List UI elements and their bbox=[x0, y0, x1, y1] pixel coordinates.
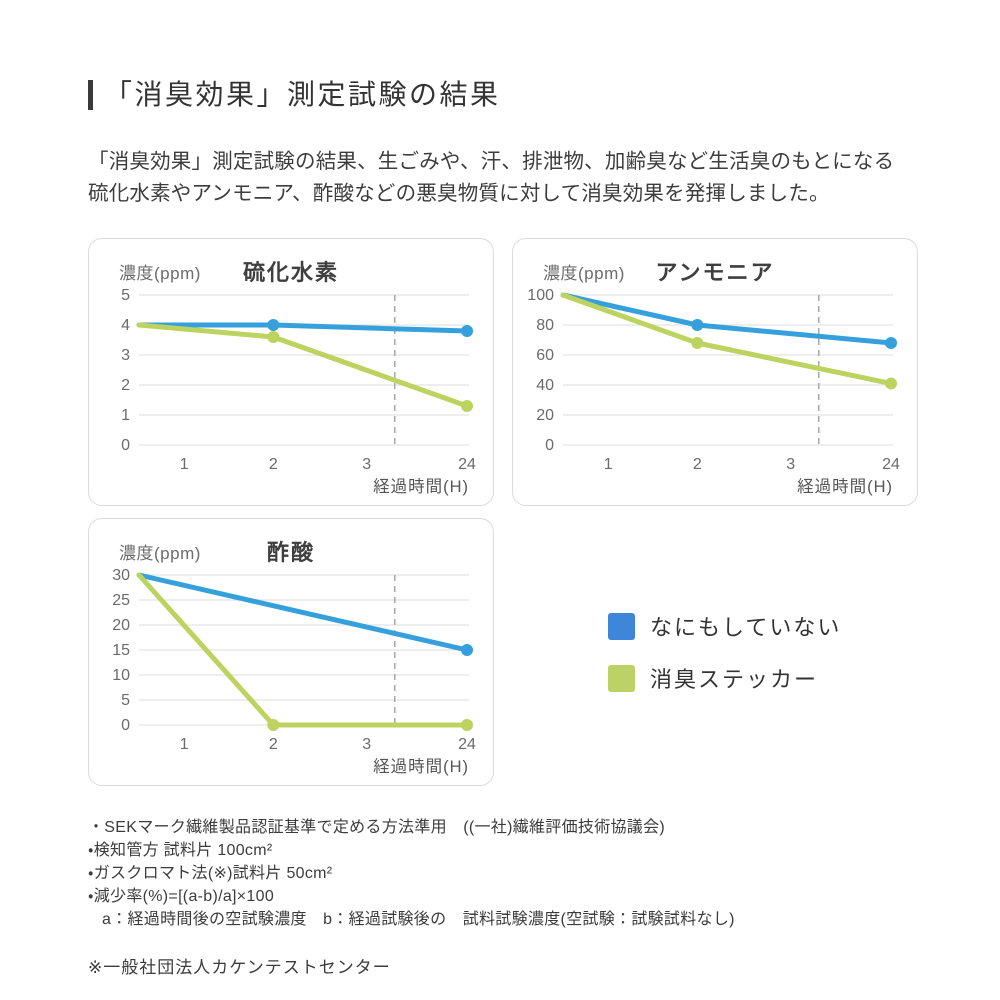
svg-text:20: 20 bbox=[536, 407, 554, 424]
legend-label-untreated: なにもしていない bbox=[650, 615, 842, 640]
line-chart-ammonia: 100 80 60 40 20 0 1 2 3 24 経過時間(H) bbox=[527, 287, 900, 496]
svg-text:24: 24 bbox=[458, 736, 476, 753]
svg-text:経過時間(H): 経過時間(H) bbox=[797, 477, 893, 496]
svg-text:2: 2 bbox=[121, 377, 130, 394]
legend-item-untreated: なにもしていない bbox=[608, 610, 918, 642]
svg-text:24: 24 bbox=[882, 456, 900, 473]
svg-text:3: 3 bbox=[362, 736, 371, 753]
y-axis-unit-label: 濃度(ppm) bbox=[543, 264, 625, 283]
svg-text:100: 100 bbox=[527, 287, 554, 304]
page-title: 「消臭効果」測定試験の結果 bbox=[104, 79, 501, 110]
svg-text:5: 5 bbox=[121, 287, 130, 304]
header: 「消臭効果」測定試験の結果 bbox=[88, 80, 924, 110]
chart-head: 濃度(ppm) 酢酸 bbox=[89, 533, 493, 565]
chart-panel-acetic-acid: 濃度(ppm) 酢酸 30 25 20 15 10 5 0 1 2 3 24 経過時間(H) bbox=[88, 518, 494, 786]
chart-title-ammonia: アンモニア bbox=[655, 260, 775, 285]
legend-label-deodorant-sticker: 消臭ステッカー bbox=[650, 667, 819, 692]
footnotes: ・SEKマーク繊維製品認証基準で定める方法準用 ((一社)繊維評価技術協議会) … bbox=[88, 816, 924, 931]
svg-text:1: 1 bbox=[604, 456, 613, 473]
svg-text:1: 1 bbox=[180, 456, 189, 473]
svg-text:5: 5 bbox=[121, 692, 130, 709]
svg-text:10: 10 bbox=[112, 667, 130, 684]
intro-line-2: 硫化水素やアンモニア、酢酸などの悪臭物質に対して消臭効果を発揮しました。 bbox=[88, 182, 830, 205]
svg-text:経過時間(H): 経過時間(H) bbox=[373, 477, 469, 496]
line-chart-acetic-acid: 30 25 20 15 10 5 0 1 2 3 24 経過時間(H) bbox=[112, 567, 476, 776]
svg-text:40: 40 bbox=[536, 377, 554, 394]
chart-legend: なにもしていない 消臭ステッカー bbox=[512, 518, 918, 786]
title-accent-bar bbox=[88, 80, 93, 110]
y-axis-unit-label: 濃度(ppm) bbox=[119, 264, 201, 283]
svg-text:経過時間(H): 経過時間(H) bbox=[373, 757, 469, 776]
svg-text:60: 60 bbox=[536, 347, 554, 364]
chart-title-acetic-acid: 酢酸 bbox=[266, 540, 315, 565]
svg-text:3: 3 bbox=[121, 347, 130, 364]
svg-text:1: 1 bbox=[121, 407, 130, 424]
footnote-line: ・ガスクロマト法(※)試料片 50cm² bbox=[88, 865, 333, 882]
svg-text:0: 0 bbox=[545, 437, 554, 454]
svg-text:0: 0 bbox=[121, 437, 130, 454]
intro-line-1: 「消臭効果」測定試験の結果、生ごみや、汗、排泄物、加齢臭など生活臭のもとになる bbox=[88, 150, 895, 173]
svg-text:2: 2 bbox=[269, 736, 278, 753]
chart-head: 濃度(ppm) 硫化水素 bbox=[89, 253, 493, 285]
footnote-line: a：経過時間後の空試験濃度 b：経過試験後の 試料試験濃度(空試験：試験試料なし… bbox=[102, 911, 735, 928]
svg-text:4: 4 bbox=[121, 317, 130, 334]
svg-text:2: 2 bbox=[269, 456, 278, 473]
svg-text:25: 25 bbox=[112, 592, 130, 609]
svg-text:0: 0 bbox=[121, 717, 130, 734]
svg-text:2: 2 bbox=[693, 456, 702, 473]
chart-title-hydrogen-sulfide: 硫化水素 bbox=[242, 260, 339, 285]
svg-text:20: 20 bbox=[112, 617, 130, 634]
chart-head: 濃度(ppm) アンモニア bbox=[513, 253, 917, 285]
svg-text:24: 24 bbox=[458, 456, 476, 473]
chart-panel-hydrogen-sulfide: 濃度(ppm) 硫化水素 5 4 3 2 1 0 1 2 3 24 経過時間(H) bbox=[88, 238, 494, 506]
chart-panel-ammonia: 濃度(ppm) アンモニア 100 80 60 40 20 0 1 2 3 24 経過時間(H) bbox=[512, 238, 918, 506]
svg-text:3: 3 bbox=[786, 456, 795, 473]
svg-text:80: 80 bbox=[536, 317, 554, 334]
svg-text:3: 3 bbox=[362, 456, 371, 473]
intro-text: 「消臭効果」測定試験の結果、生ごみや、汗、排泄物、加齢臭など生活臭のもとになる硫… bbox=[88, 146, 924, 210]
legend-swatch-blue bbox=[608, 612, 635, 640]
footnote-line: ・減少率(%)=[(a-b)/a]×100 bbox=[88, 888, 275, 905]
svg-text:30: 30 bbox=[112, 567, 130, 584]
y-axis-unit-label: 濃度(ppm) bbox=[119, 544, 201, 563]
charts-grid: 濃度(ppm) 硫化水素 5 4 3 2 1 0 1 2 3 24 経過時間(H) 濃度(ppm) … bbox=[88, 238, 924, 786]
footnote-line: ・SEKマーク繊維製品認証基準で定める方法準用 ((一社)繊維評価技術協議会) bbox=[88, 819, 666, 836]
legend-item-deodorant-sticker: 消臭ステッカー bbox=[608, 662, 918, 694]
source-note: ※一般社団法人カケンテストセンター bbox=[88, 958, 391, 977]
svg-text:15: 15 bbox=[112, 642, 130, 659]
footnote-line: ・検知管方 試料片 100cm² bbox=[88, 842, 273, 859]
line-chart-hydrogen-sulfide: 5 4 3 2 1 0 1 2 3 24 経過時間(H) bbox=[121, 287, 476, 496]
svg-text:1: 1 bbox=[180, 736, 189, 753]
legend-swatch-green bbox=[608, 664, 635, 692]
